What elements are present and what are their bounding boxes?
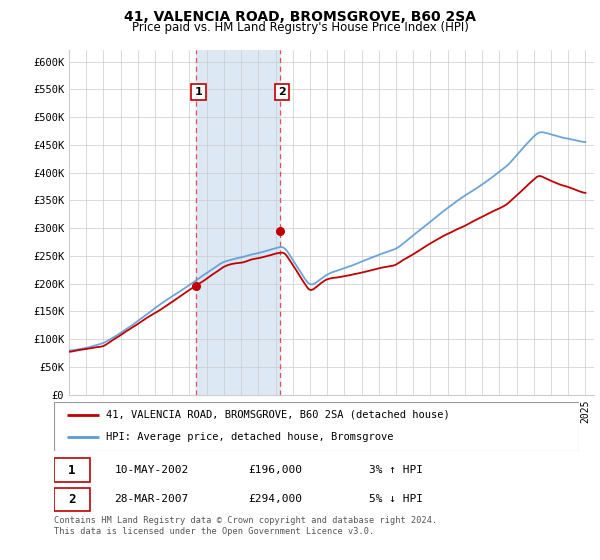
Text: 3% ↑ HPI: 3% ↑ HPI	[369, 465, 423, 475]
Bar	[54, 458, 90, 482]
Text: 1: 1	[194, 87, 202, 97]
Text: 41, VALENCIA ROAD, BROMSGROVE, B60 2SA (detached house): 41, VALENCIA ROAD, BROMSGROVE, B60 2SA (…	[107, 410, 450, 420]
Bar	[196, 50, 280, 395]
Text: £196,000: £196,000	[248, 465, 302, 475]
Text: 2: 2	[278, 87, 286, 97]
Text: 28-MAR-2007: 28-MAR-2007	[115, 494, 188, 505]
Text: HPI: Average price, detached house, Bromsgrove: HPI: Average price, detached house, Brom…	[107, 432, 394, 442]
Text: 1: 1	[68, 464, 76, 477]
Bar	[54, 488, 90, 511]
Text: £294,000: £294,000	[248, 494, 302, 505]
Text: Price paid vs. HM Land Registry's House Price Index (HPI): Price paid vs. HM Land Registry's House …	[131, 21, 469, 34]
Text: 5% ↓ HPI: 5% ↓ HPI	[369, 494, 423, 505]
Text: 2: 2	[68, 493, 76, 506]
Text: 10-MAY-2002: 10-MAY-2002	[115, 465, 188, 475]
Text: Contains HM Land Registry data © Crown copyright and database right 2024.
This d: Contains HM Land Registry data © Crown c…	[54, 516, 437, 536]
Text: 41, VALENCIA ROAD, BROMSGROVE, B60 2SA: 41, VALENCIA ROAD, BROMSGROVE, B60 2SA	[124, 10, 476, 24]
